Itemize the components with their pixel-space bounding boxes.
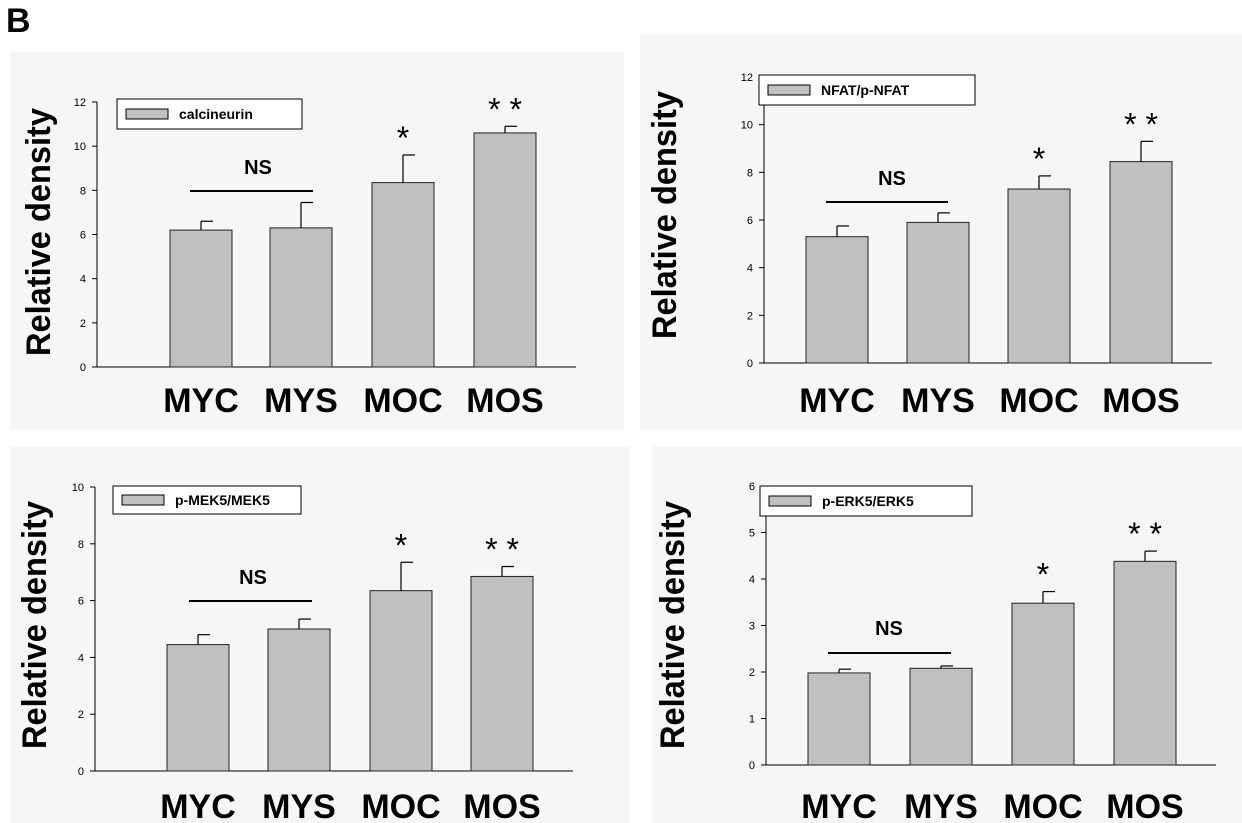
- legend-label: p-ERK5/ERK5: [822, 493, 914, 509]
- bar-mys: [267, 628, 331, 772]
- bar-mos: [473, 132, 537, 368]
- legend-label: calcineurin: [179, 106, 253, 122]
- significance-marker: *: [397, 120, 409, 156]
- y-tick-label: 1: [749, 714, 755, 726]
- significance-marker: *: [1033, 141, 1045, 177]
- y-tick-label: 2: [80, 318, 86, 330]
- x-tick-label-moc: MOC: [1003, 788, 1082, 823]
- y-tick-label: 10: [741, 120, 753, 132]
- x-tick-label-myc: MYC: [163, 382, 239, 420]
- y-tick-label: 2: [749, 667, 755, 679]
- x-tick-label-myc: MYC: [801, 788, 877, 823]
- significance-marker: * *: [1128, 516, 1162, 552]
- y-tick-label: 10: [72, 482, 84, 494]
- ns-label: NS: [875, 618, 903, 640]
- x-tick-label-mos: MOS: [1102, 382, 1179, 420]
- significance-marker: * *: [488, 91, 522, 127]
- y-tick-label: 5: [749, 528, 755, 540]
- chart-panel-2: 0 2 4 6 8 10 12 Relative density MYC MYS * MOC * * MO…: [646, 72, 1212, 420]
- bar-moc: [1011, 602, 1075, 766]
- x-tick-label-moc: MOC: [361, 788, 440, 823]
- bar-mys: [906, 221, 970, 364]
- bar-mos: [1109, 161, 1173, 364]
- significance-marker: *: [395, 527, 407, 563]
- y-tick-label: 12: [74, 97, 86, 109]
- bar-myc: [807, 672, 871, 766]
- bar-moc: [1007, 188, 1071, 364]
- significance-marker: * *: [1124, 106, 1158, 142]
- bar-myc: [166, 644, 230, 772]
- bar-myc: [805, 236, 869, 364]
- legend-label: p-MEK5/MEK5: [175, 492, 270, 508]
- bar-mos: [470, 575, 534, 772]
- x-tick-label-moc: MOC: [999, 382, 1078, 420]
- y-tick-label: 2: [747, 310, 753, 322]
- significance-marker: * *: [485, 532, 519, 568]
- y-tick-label: 6: [747, 215, 753, 227]
- x-tick-label-mos: MOS: [466, 382, 543, 420]
- y-tick-label: 8: [747, 167, 753, 179]
- chart-panel-4: 0 1 2 3 4 5 6 Relative density MYC MYS * MOC * * MOS N…: [654, 481, 1216, 823]
- x-tick-label-mos: MOS: [1106, 788, 1183, 823]
- y-tick-label: 6: [80, 230, 86, 242]
- ns-label: NS: [239, 567, 267, 589]
- y-tick-label: 8: [78, 539, 84, 551]
- y-tick-label: 0: [78, 766, 84, 778]
- x-tick-label-mys: MYS: [262, 788, 336, 823]
- y-tick-label: 3: [749, 621, 755, 633]
- legend-swatch: [768, 495, 812, 507]
- panel-label: B: [6, 2, 31, 40]
- y-tick-label: 2: [78, 709, 84, 721]
- y-tick-label: 4: [78, 652, 84, 664]
- y-tick-label: 4: [747, 263, 753, 275]
- y-tick-label: 10: [74, 141, 86, 153]
- legend-swatch: [767, 84, 811, 96]
- y-axis-title: Relative density: [654, 501, 692, 749]
- ns-label: NS: [244, 157, 272, 179]
- y-axis-title: Relative density: [646, 91, 684, 339]
- y-tick-label: 12: [741, 72, 753, 84]
- bar-mos: [1113, 560, 1177, 766]
- bar-moc: [371, 182, 435, 368]
- y-tick-label: 4: [749, 574, 755, 586]
- y-tick-label: 8: [80, 185, 86, 197]
- y-tick-label: 6: [749, 481, 755, 493]
- legend-swatch: [121, 494, 165, 506]
- bar-mys: [909, 667, 973, 766]
- x-tick-label-myc: MYC: [799, 382, 875, 420]
- legend-swatch: [125, 108, 169, 120]
- bar-moc: [369, 590, 433, 772]
- chart-panel-3: 0 2 4 6 8 10 Relative density MYC MYS * MOC * * MOS N…: [16, 482, 573, 823]
- x-tick-label-moc: MOC: [363, 382, 442, 420]
- chart-panel-1: 0 2 4 6 8 10 12 Relative density MYC MYS * MOC * * MO…: [20, 91, 576, 420]
- y-tick-label: 0: [749, 760, 755, 772]
- significance-marker: *: [1037, 557, 1049, 593]
- x-tick-label-mys: MYS: [901, 382, 975, 420]
- bar-myc: [169, 229, 233, 368]
- x-tick-label-mos: MOS: [463, 788, 540, 823]
- y-axis-title: Relative density: [16, 501, 54, 749]
- y-tick-label: 4: [80, 274, 86, 286]
- y-tick-label: 0: [80, 362, 86, 374]
- x-tick-label-mys: MYS: [904, 788, 978, 823]
- y-axis-title: Relative density: [20, 108, 58, 356]
- legend-label: NFAT/p-NFAT: [821, 82, 910, 98]
- bar-mys: [269, 227, 333, 368]
- y-tick-label: 0: [747, 358, 753, 370]
- ns-label: NS: [878, 168, 906, 190]
- y-tick-label: 6: [78, 596, 84, 608]
- x-tick-label-mys: MYS: [264, 382, 338, 420]
- x-tick-label-myc: MYC: [160, 788, 236, 823]
